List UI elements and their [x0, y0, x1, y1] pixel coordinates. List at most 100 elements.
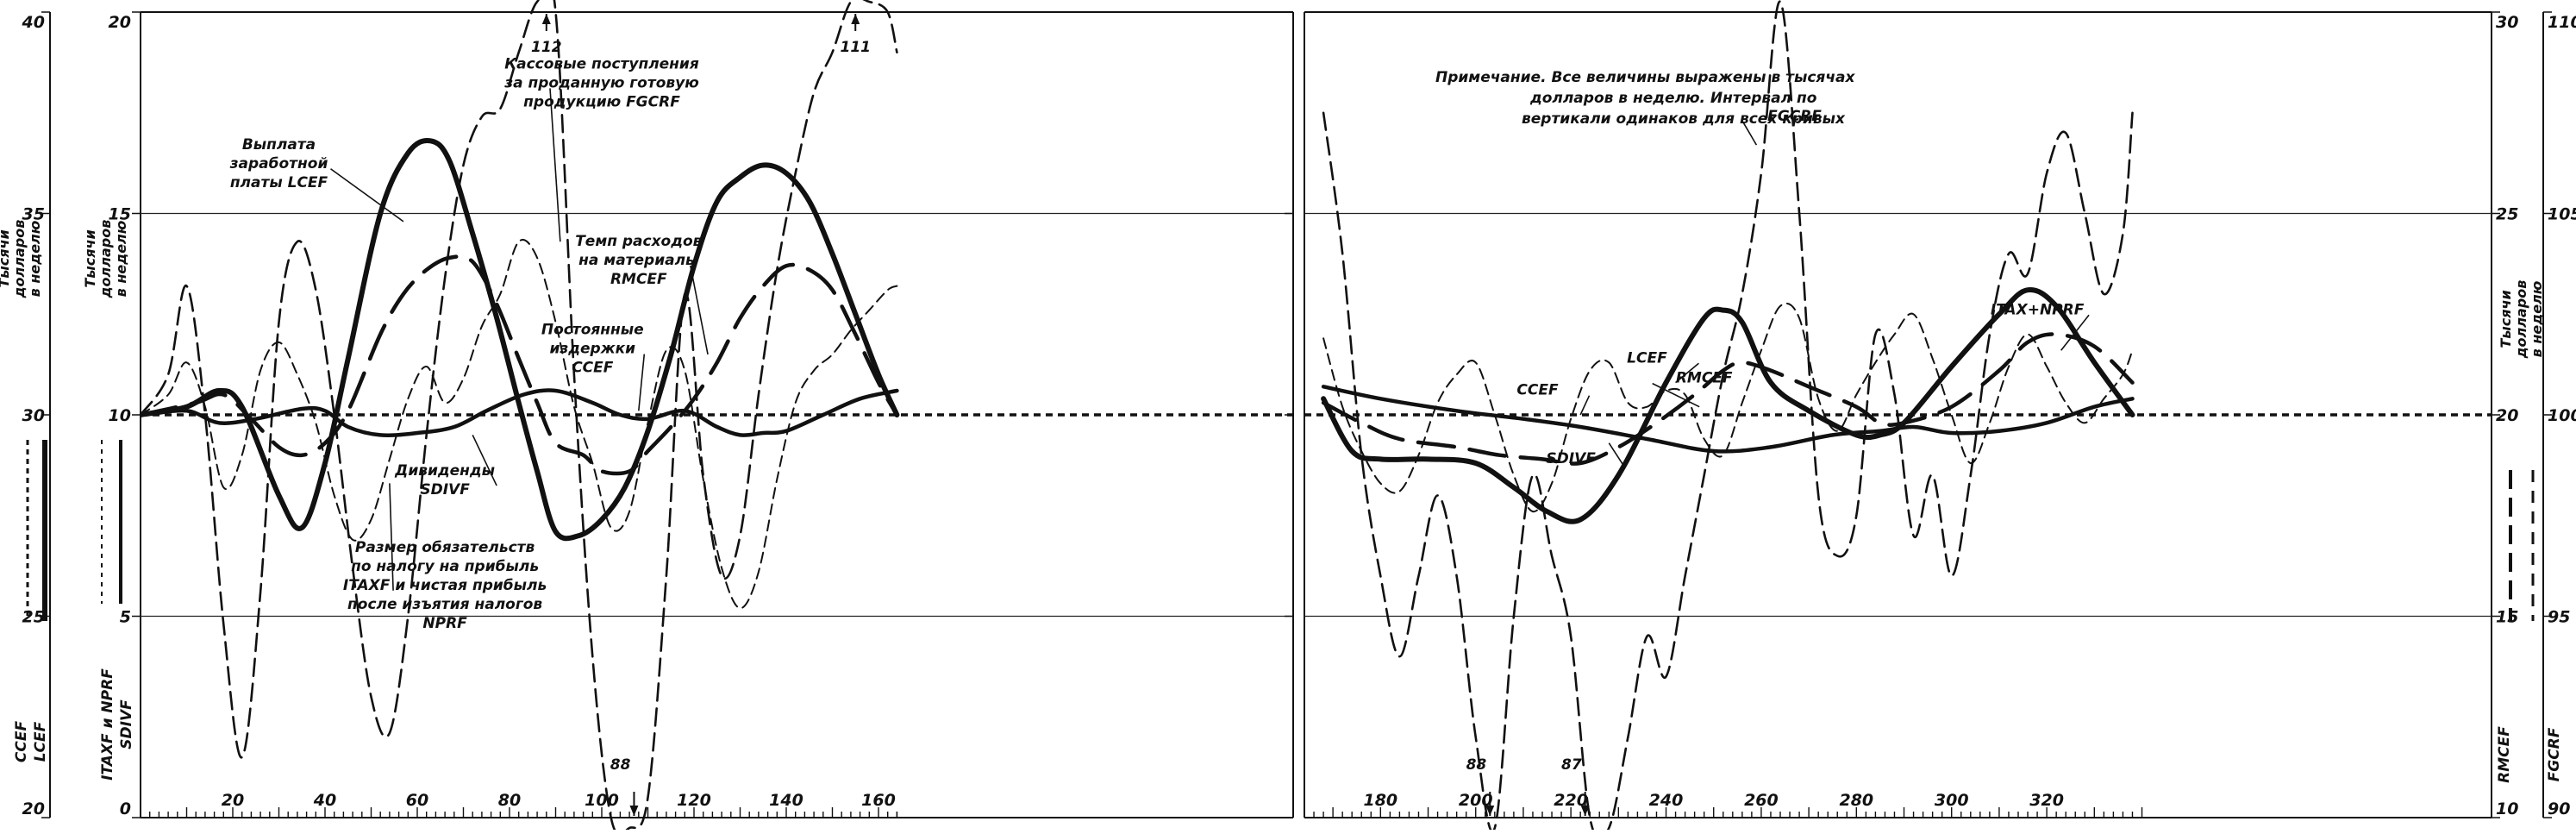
annotation-label: Размер обязательств [355, 539, 535, 556]
annotation-label: SDIVF [420, 481, 470, 499]
left-axis-2-tick-label: 20 [109, 13, 131, 32]
annotation-label: ITAXF и чистая прибыль [343, 577, 547, 594]
offscale-arrowhead [541, 14, 551, 24]
annotation-label: Кассовые поступления [504, 55, 699, 72]
annotation-leader [1608, 442, 1623, 465]
x-tick-label: 320 [2029, 791, 2064, 810]
offscale-label: 112 [531, 39, 562, 56]
left-axis-1-tick-label: 35 [22, 205, 45, 224]
left-axis-2-tick-label: 15 [109, 205, 131, 224]
annotation-label: RMCEF [1676, 370, 1733, 387]
annotation-leader [638, 354, 646, 411]
annotation-leader [549, 88, 561, 242]
note-line-3: вертикали одинаков для всех кривых [1522, 110, 1846, 128]
offscale-arrowhead [851, 14, 860, 24]
annotation-leader [2060, 314, 2090, 351]
left-axis-1-unit-2: долларов [11, 220, 28, 299]
left-axis-2-unit-2: долларов [97, 220, 114, 299]
offscale-label: 87 [1561, 756, 1582, 774]
axes: 20 40 60 80 100 120 140 160 180 200 220 240 260 280 30… [0, 11, 2576, 818]
left-axis-1-unit-1: Тысячи [0, 229, 12, 287]
right-axis-1-unit-1: Тысячи [2498, 290, 2514, 348]
series-lcef-line [1321, 287, 2135, 524]
x-tick-label: 60 [406, 791, 428, 810]
left-axis-1-name-2: LCEF [32, 721, 49, 762]
annotation-label: продукцию FGCRF [523, 93, 680, 110]
annotation-label: Темп расходов [575, 233, 702, 250]
series-lcef-line [141, 137, 900, 542]
annotation-label: заработной [229, 155, 328, 172]
series-sdivf-line [1321, 385, 2135, 454]
annotation-leader [330, 168, 404, 223]
right-axis-2-name: FGCRF [2546, 727, 2563, 781]
grid-lines [141, 212, 2492, 618]
annotation-label: Дивиденды [394, 462, 495, 480]
annotation-label: Постоянные [541, 322, 644, 339]
series-rmcef-line [1321, 332, 2135, 466]
right-axis-1-unit-2: долларов [2513, 280, 2529, 360]
annotation-label: LCEF [1627, 349, 1667, 367]
series-fgcrf-line [141, 0, 898, 830]
annotation-leader [1675, 362, 1699, 384]
left-axis-1-tick-label: 30 [22, 406, 45, 425]
left-axis-1-name-1: CCEF [13, 721, 30, 763]
right-axis-2-tick-label: 100 [2548, 406, 2576, 425]
x-tick-label: 220 [1554, 791, 1588, 810]
offscale-label: 88 [1466, 756, 1487, 774]
offscale-arrowhead [1580, 806, 1590, 816]
x-tick-label: 140 [769, 791, 803, 810]
x-tick-label: 20 [222, 791, 244, 810]
left-axis-2-unit-3: в неделю [113, 221, 129, 298]
note-line-1: Примечание. Все величины выражены в тыся… [1435, 69, 1855, 86]
annotation-leader [472, 435, 497, 486]
series-itaxfnprf-line [141, 238, 898, 610]
annotation-leader [690, 265, 709, 355]
annotation-label: NPRF [422, 615, 467, 632]
left-axis-1-tick-label: 25 [22, 608, 45, 627]
annotation-leader [1741, 121, 1758, 146]
series-itaxfnprf-line [1322, 302, 2134, 513]
offscale-label: 111 [841, 39, 872, 56]
annotation-label: платы LCEF [230, 174, 328, 191]
x-tick-label: 120 [677, 791, 711, 810]
left-axis-2-name-1: ITAXF и NPRF [99, 668, 116, 781]
left-axis-2-tick-label: 10 [109, 406, 131, 425]
annotation-leader [389, 483, 394, 591]
offscale-arrowhead [629, 806, 639, 816]
x-tick-label: 80 [498, 791, 521, 810]
right-axis-1-unit-3: в неделю [2529, 281, 2545, 358]
right-axis-1-tick-label: 25 [2496, 205, 2518, 224]
series-fgcrf-line [1322, 0, 2134, 830]
right-axis-2-tick-label: 110 [2548, 13, 2576, 32]
left-axis-2-unit-1: Тысячи [82, 229, 98, 287]
right-axis-2-tick-label: 95 [2548, 608, 2570, 627]
annotation-label: RMCEF [610, 271, 667, 288]
left-axis-2-tick-label: 0 [120, 800, 131, 818]
annotation-label: SDIVF [1546, 450, 1596, 467]
note-line-2: долларов в неделю. Интервал по [1529, 90, 1817, 107]
annotation-label: на материалы [578, 252, 698, 269]
right-axis-1-tick-label: 30 [2496, 13, 2518, 32]
left-axis-1-tick-label: 40 [22, 13, 45, 32]
right-axis-2-tick-label: 90 [2548, 800, 2570, 818]
offscale-label: 88 [610, 756, 631, 774]
annotation-label: CCEF [572, 360, 614, 377]
x-tick-label: 100 [585, 791, 619, 810]
left-axis-1-unit-3: в неделю [27, 221, 43, 298]
chart-note: Примечание. Все величины выражены в тыся… [1435, 69, 1855, 128]
x-tick-label: 40 [313, 791, 336, 810]
annotation-label: по налогу на прибыль [351, 558, 539, 575]
left-axis-2-tick-label: 5 [120, 608, 131, 627]
annotation-leader [1579, 395, 1591, 416]
series-rmcef-line [141, 254, 899, 476]
annotation-label: издержки [550, 341, 636, 358]
annotation-label: Выплата [242, 136, 316, 154]
x-tick-label: 180 [1363, 791, 1397, 810]
offscale-arrowhead [1485, 806, 1495, 816]
right-axis-1-name: RMCEF [2496, 726, 2513, 783]
x-tick-label: 160 [861, 791, 896, 810]
left-axis-1-tick-label: 20 [22, 800, 45, 818]
left-axis-2-name-2: SDIVF [118, 699, 135, 749]
right-axis-1-tick-label: 10 [2496, 800, 2518, 818]
